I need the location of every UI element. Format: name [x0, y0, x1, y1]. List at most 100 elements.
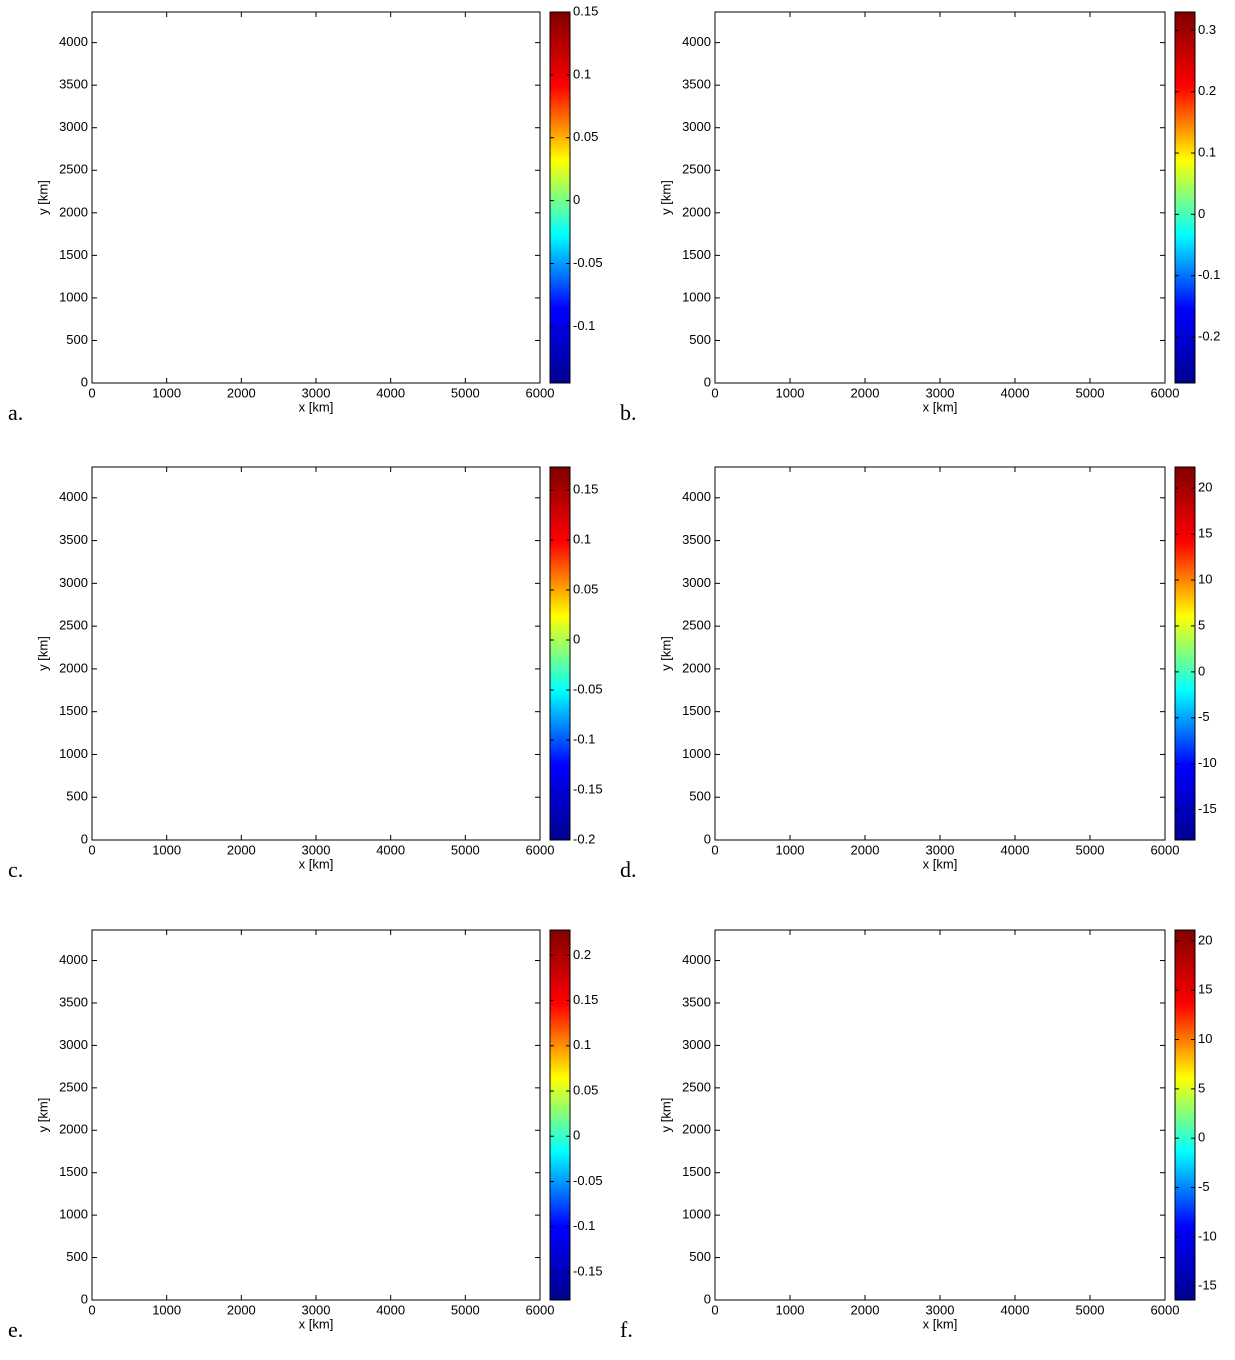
- x-tick-label: 3000: [302, 842, 331, 857]
- y-tick-label: 2500: [59, 1079, 88, 1094]
- y-tick-label: 500: [66, 789, 88, 804]
- y-tick-label: 3500: [682, 77, 711, 92]
- y-tick-label: 2000: [682, 660, 711, 675]
- colorbar-tick-label: 15: [1198, 982, 1212, 997]
- colorbar: [549, 929, 571, 1301]
- y-tick-label: 1500: [59, 247, 88, 262]
- colorbar-tick-label: -0.05: [573, 255, 603, 270]
- colorbar-tick-label: 0.05: [573, 1082, 598, 1097]
- x-tick-label: 6000: [1151, 1302, 1180, 1317]
- x-tick-label: 3000: [302, 1302, 331, 1317]
- x-tick-label: 3000: [926, 842, 955, 857]
- y-tick-label: 1000: [59, 1207, 88, 1222]
- x-tick-label: 4000: [1001, 1302, 1030, 1317]
- colorbar-tick-label: -5: [1198, 709, 1210, 724]
- x-axis-label: x [km]: [299, 856, 334, 871]
- y-tick-label: 0: [81, 374, 88, 389]
- colorbar-tick-label: 0.1: [573, 1037, 591, 1052]
- x-tick-label: 0: [711, 1302, 718, 1317]
- colorbar-tick-label: 0.15: [573, 992, 598, 1007]
- panel-label: c.: [8, 857, 23, 882]
- x-tick-label: 4000: [376, 385, 405, 400]
- x-tick-label: 5000: [451, 1302, 480, 1317]
- x-axis-label: x [km]: [923, 1316, 958, 1331]
- y-tick-label: 1500: [59, 1164, 88, 1179]
- y-tick-label: 2000: [59, 660, 88, 675]
- y-tick-label: 3000: [682, 119, 711, 134]
- x-tick-label: 2000: [227, 842, 256, 857]
- x-tick-label: 6000: [526, 385, 555, 400]
- y-tick-label: 3000: [59, 1037, 88, 1052]
- y-tick-label: 2500: [682, 618, 711, 633]
- x-tick-label: 6000: [1151, 385, 1180, 400]
- x-axis-label: x [km]: [299, 1316, 334, 1331]
- colorbar-tick-label: 10: [1198, 1031, 1212, 1046]
- colorbar-tick-label: 0: [1198, 206, 1205, 221]
- y-tick-label: 0: [704, 1291, 711, 1306]
- y-tick-label: 1000: [682, 289, 711, 304]
- x-tick-label: 2000: [851, 842, 880, 857]
- colorbar-tick-label: -0.15: [573, 1263, 603, 1278]
- colorbar-tick-label: 0: [1198, 1130, 1205, 1145]
- colorbar-tick-label: 0.2: [1198, 83, 1216, 98]
- x-tick-label: 4000: [1001, 385, 1030, 400]
- y-axis-label: y [km]: [658, 636, 673, 671]
- colorbar-tick-label: -0.15: [573, 781, 603, 796]
- colorbar-tick-label: 0.05: [573, 129, 598, 144]
- colorbar-tick-label: -15: [1198, 801, 1217, 816]
- y-tick-label: 1000: [59, 289, 88, 304]
- colorbar: [549, 11, 571, 384]
- colorbar-tick-label: 0.3: [1198, 22, 1216, 37]
- x-tick-label: 1000: [152, 385, 181, 400]
- y-tick-label: 1000: [682, 1207, 711, 1222]
- colorbar-tick-label: -0.1: [573, 318, 595, 333]
- colorbar-tick-label: -15: [1198, 1278, 1217, 1293]
- colorbar-tick-label: 0.2: [573, 947, 591, 962]
- plot-area: [714, 929, 1166, 1301]
- x-tick-label: 5000: [1076, 842, 1105, 857]
- y-tick-label: 2500: [682, 162, 711, 177]
- colorbar-tick-label: 0.1: [573, 531, 591, 546]
- colorbar-tick-label: -0.1: [1198, 267, 1220, 282]
- panel-label: e.: [8, 1317, 23, 1342]
- y-tick-label: 4000: [682, 34, 711, 49]
- plot-area: [91, 929, 541, 1301]
- x-tick-label: 6000: [1151, 842, 1180, 857]
- colorbar-tick-label: 5: [1198, 1080, 1205, 1095]
- colorbar: [1174, 929, 1196, 1301]
- x-axis-label: x [km]: [299, 399, 334, 414]
- x-tick-label: 5000: [1076, 385, 1105, 400]
- y-tick-label: 4000: [682, 489, 711, 504]
- colorbar: [549, 466, 571, 841]
- y-tick-label: 0: [81, 831, 88, 846]
- panel-label: d.: [620, 857, 637, 882]
- x-tick-label: 2000: [851, 385, 880, 400]
- y-tick-label: 3500: [59, 77, 88, 92]
- y-tick-label: 2500: [682, 1079, 711, 1094]
- x-tick-label: 0: [711, 385, 718, 400]
- colorbar-tick-label: -0.2: [573, 831, 595, 846]
- x-tick-label: 6000: [526, 842, 555, 857]
- y-tick-label: 500: [66, 332, 88, 347]
- y-tick-label: 2500: [59, 162, 88, 177]
- y-axis-label: y [km]: [658, 180, 673, 215]
- x-tick-label: 1000: [776, 1302, 805, 1317]
- plot-area: [714, 466, 1166, 841]
- y-tick-label: 3500: [59, 532, 88, 547]
- colorbar-tick-label: 20: [1198, 480, 1212, 495]
- y-axis-label: y [km]: [35, 636, 50, 671]
- x-tick-label: 0: [711, 842, 718, 857]
- y-tick-label: 500: [689, 332, 711, 347]
- y-tick-label: 4000: [682, 952, 711, 967]
- y-tick-label: 1000: [682, 746, 711, 761]
- x-tick-label: 5000: [1076, 1302, 1105, 1317]
- x-axis-label: x [km]: [923, 856, 958, 871]
- x-tick-label: 0: [88, 842, 95, 857]
- panel-label: b.: [620, 400, 637, 425]
- colorbar-tick-label: 5: [1198, 617, 1205, 632]
- x-tick-label: 5000: [451, 385, 480, 400]
- y-tick-label: 3500: [59, 994, 88, 1009]
- y-tick-label: 3000: [59, 119, 88, 134]
- y-axis-label: y [km]: [35, 1098, 50, 1133]
- colorbar-tick-label: -0.05: [573, 681, 603, 696]
